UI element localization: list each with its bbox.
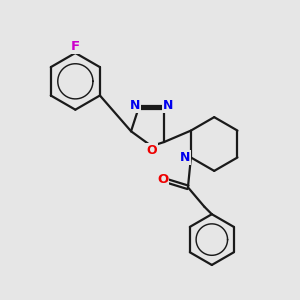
Text: N: N <box>180 151 190 164</box>
Text: F: F <box>71 40 80 53</box>
Text: O: O <box>157 173 168 186</box>
Text: N: N <box>130 99 140 112</box>
Text: N: N <box>163 99 173 112</box>
Text: O: O <box>146 144 157 157</box>
